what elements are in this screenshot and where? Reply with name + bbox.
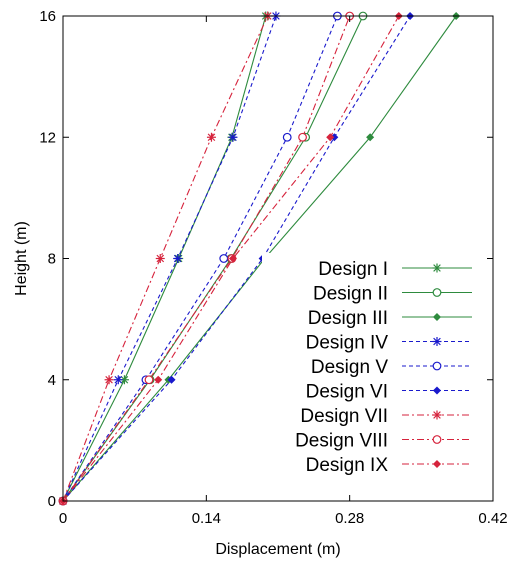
legend: Design I Design II Design III Design IV Desi… [262, 253, 487, 480]
series-7-point [104, 375, 114, 385]
legend-marker-9 [432, 459, 442, 469]
series-4-point [228, 132, 238, 142]
series-5-point [282, 132, 292, 142]
y-tick-label: 4 [48, 372, 56, 389]
x-tick-label: 0.28 [335, 510, 364, 527]
series-line-7 [62, 15, 269, 502]
series-line-6 [62, 15, 411, 502]
legend-marker-7 [432, 410, 442, 420]
legend-label-8: Design VIII [295, 431, 388, 452]
series-line-4 [62, 15, 277, 502]
legend-marker-5 [432, 361, 442, 371]
legend-marker-4 [432, 337, 442, 346]
legend-label-6: Design VI [306, 382, 388, 403]
y-tick-label: 8 [48, 251, 56, 268]
x-tick-label: 0.42 [478, 510, 507, 527]
x-axis-label: Displacement (m) [215, 541, 340, 558]
series-7-point [155, 254, 165, 263]
x-tick-label: 0.14 [192, 510, 221, 527]
series-4-point [173, 254, 183, 263]
y-axis-label: Height (m) [13, 221, 30, 296]
y-tick-label: 12 [39, 129, 56, 146]
legend-label-3: Design III [308, 308, 388, 329]
series-4-point [113, 375, 123, 385]
x-tick-label: 0 [59, 510, 67, 527]
legend-marker-1 [432, 263, 442, 273]
series-7-point [206, 132, 216, 142]
legend-marker-3 [432, 312, 442, 322]
legend-label-5: Design V [311, 357, 388, 378]
legend-label-9: Design IX [306, 455, 389, 476]
series-9-point [326, 133, 335, 142]
axis-ticks: 0 0.14 0.28 0.42 0 4 8 12 16 [39, 8, 507, 527]
series-5-point [219, 254, 229, 263]
legend-label-1: Design I [318, 259, 388, 280]
series-9-point [228, 254, 237, 263]
legend-marker-6 [432, 386, 442, 395]
series-1-point [119, 375, 129, 385]
y-tick-label: 16 [39, 8, 56, 25]
legend-label-4: Design IV [306, 333, 389, 354]
legend-label-7: Design VII [300, 406, 388, 427]
series-8-point [298, 132, 307, 142]
legend-background [262, 253, 487, 480]
series-9-point [154, 375, 163, 384]
series-3-point [366, 133, 375, 142]
series-6-point [167, 375, 176, 384]
y-tick-label: 0 [48, 493, 56, 510]
series-8-point [144, 375, 154, 385]
legend-marker-2 [432, 288, 442, 297]
legend-marker-8 [432, 435, 442, 444]
legend-label-2: Design II [313, 284, 388, 305]
